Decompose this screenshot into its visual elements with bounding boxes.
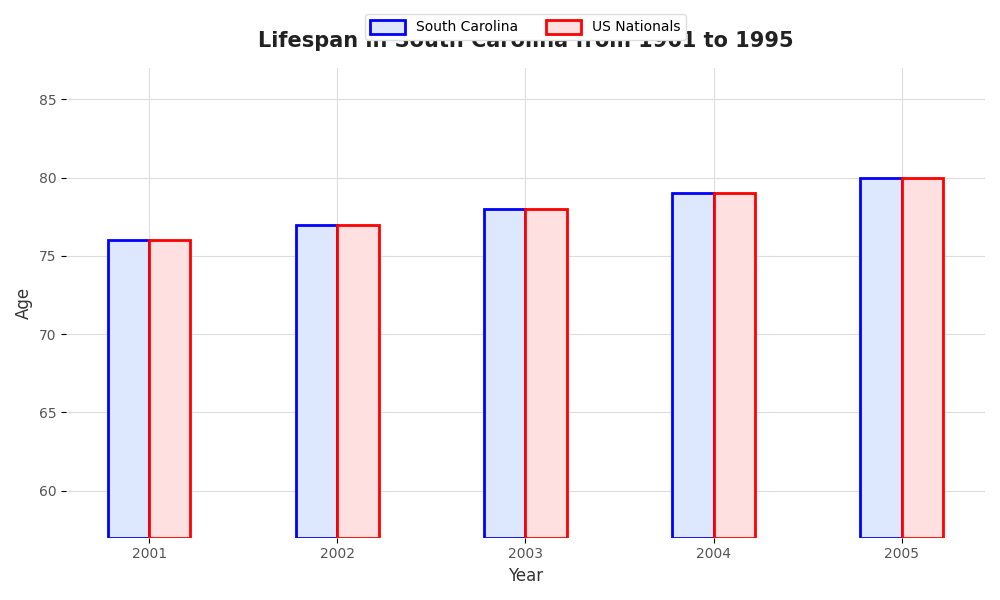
Bar (149, 241, 190, 538)
X-axis label: Year: Year (508, 567, 543, 585)
Y-axis label: Age: Age (15, 287, 33, 319)
Bar (484, 209, 525, 538)
Bar (672, 193, 714, 538)
Bar (108, 241, 149, 538)
Bar (296, 224, 337, 538)
Bar (714, 193, 755, 538)
Bar (860, 178, 902, 538)
Title: Lifespan in South Carolina from 1961 to 1995: Lifespan in South Carolina from 1961 to … (258, 31, 793, 51)
Bar (337, 224, 379, 538)
Bar (525, 209, 567, 538)
Legend: South Carolina, US Nationals: South Carolina, US Nationals (365, 14, 686, 40)
Bar (902, 178, 943, 538)
